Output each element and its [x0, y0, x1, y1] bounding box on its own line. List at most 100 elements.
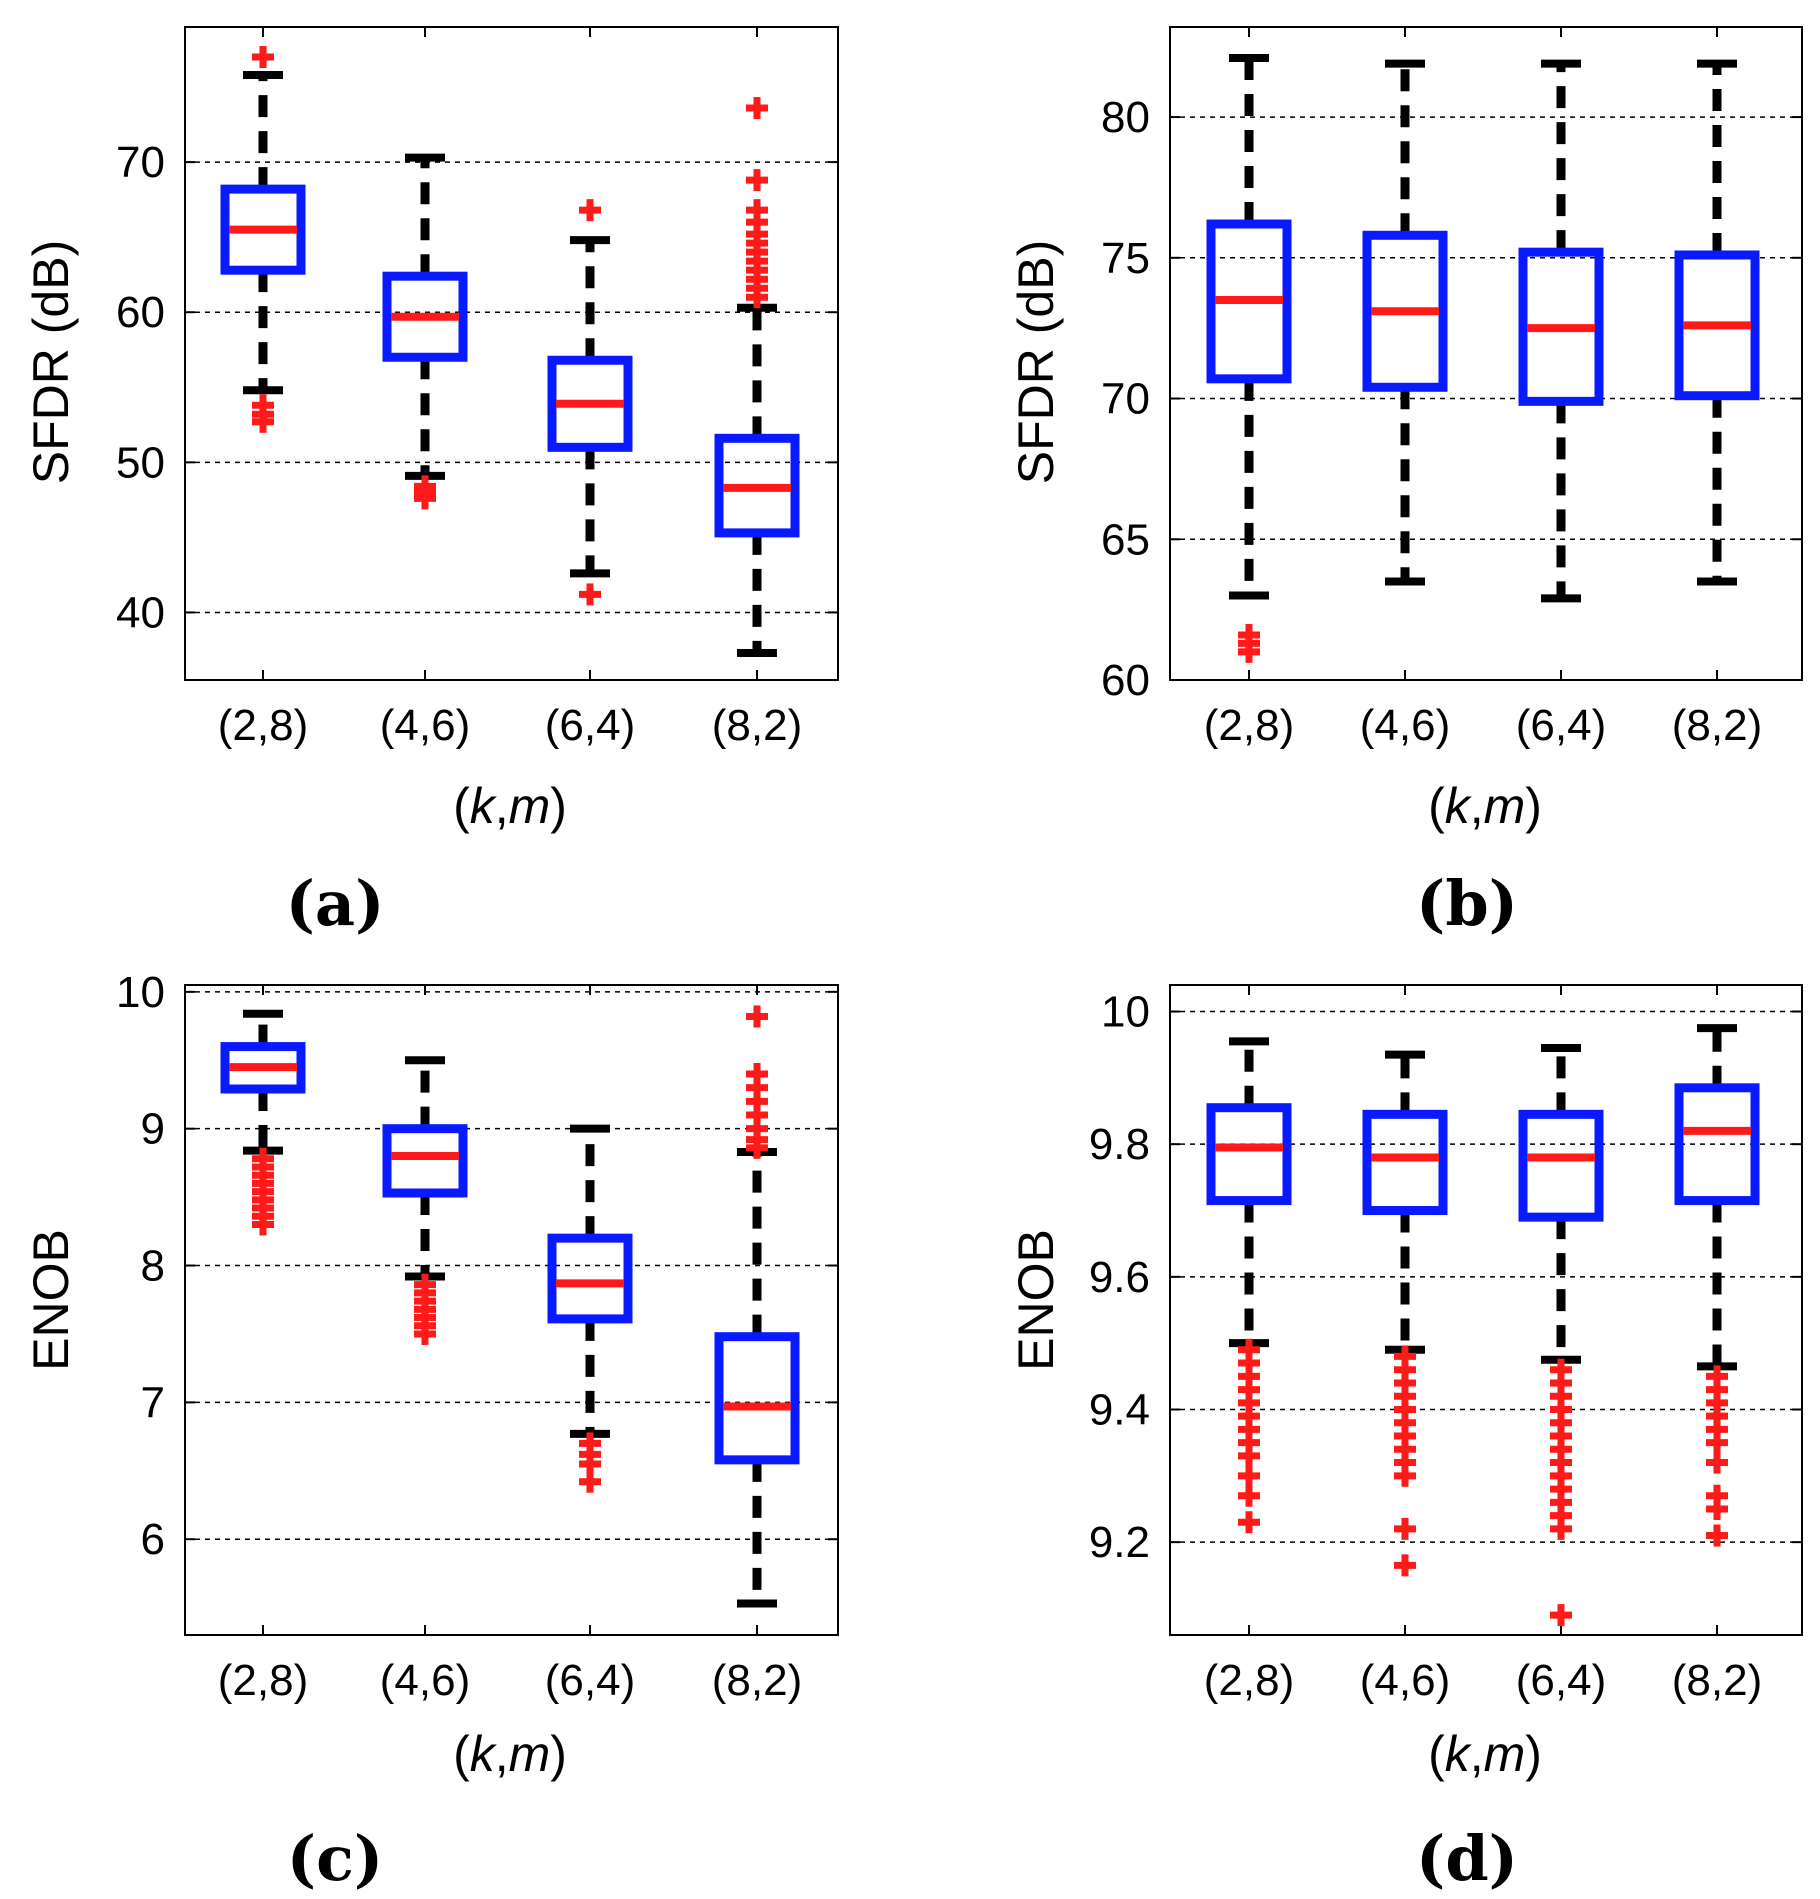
y-tick-label: 70: [1101, 375, 1150, 424]
axes-frame: [184, 26, 839, 681]
box-a-1: [382, 153, 468, 510]
y-tick-label: 10: [116, 968, 165, 1017]
panel-a-ylabel: SFDR (dB): [23, 240, 79, 484]
outlier-marker: [1706, 1524, 1728, 1547]
x-tick-label: (4,6): [1360, 701, 1450, 750]
box-d-1: [1362, 1050, 1448, 1577]
box-iqr: [547, 355, 633, 452]
box-c-1: [382, 1056, 468, 1345]
outlier-marker: [252, 1213, 274, 1236]
x-tick-label: (2,8): [218, 701, 308, 750]
box-d-2: [1518, 1044, 1604, 1627]
outlier-marker: [414, 487, 436, 510]
x-tick-label: (2,8): [1204, 701, 1294, 750]
panel-b: 60 65 70 75 80 (2,8) (4,6) (6,4) (8,2): [1101, 26, 1803, 750]
y-tick-label: 60: [1101, 656, 1150, 705]
outlier-marker: [1238, 1464, 1260, 1487]
y-tick-label: 9.8: [1089, 1120, 1150, 1169]
panel-c-xlabel: (k,m): [453, 1726, 567, 1782]
panel-d-xlabel: (k,m): [1428, 1726, 1542, 1782]
box-iqr: [1518, 1109, 1604, 1222]
box-b-1: [1362, 59, 1448, 586]
box-iqr: [220, 1042, 306, 1094]
panel-c-label: (c): [287, 1822, 383, 1895]
box-a-2: [547, 199, 633, 606]
outlier-marker: [1238, 1484, 1260, 1507]
outlier-marker: [746, 169, 768, 192]
x-tick-label: (6,4): [1516, 1656, 1606, 1705]
box-iqr: [714, 433, 800, 538]
box-b-3: [1674, 59, 1760, 586]
outlier-marker: [1238, 1511, 1260, 1534]
x-tick-label: (6,4): [545, 701, 635, 750]
panel-a-label: (a): [286, 867, 385, 940]
x-tick-label: (4,6): [1360, 1656, 1450, 1705]
y-tick-label: 80: [1101, 93, 1150, 142]
panel-b-label: (b): [1416, 867, 1518, 940]
box-c-0: [220, 1009, 306, 1236]
y-tick-label: 7: [141, 1378, 165, 1427]
y-tick-label: 75: [1101, 234, 1150, 283]
box-iqr: [547, 1233, 633, 1324]
box-d-0: [1206, 1037, 1292, 1534]
panel-b-ylabel: SFDR (dB): [1008, 240, 1064, 484]
outlier-marker: [1550, 1517, 1572, 1540]
box-c-2: [547, 1124, 633, 1493]
outlier-marker: [1550, 1604, 1572, 1627]
outlier-marker: [1394, 1464, 1416, 1487]
y-tick-label: 70: [116, 138, 165, 187]
outlier-marker: [579, 583, 601, 606]
panel-d: 9.2 9.4 9.6 9.8 10 (2,8) (4,6) (6,4) (8,2): [1089, 984, 1803, 1705]
panel-c: 6 7 8 9 10 (2,8) (4,6) (6,4) (8,2): [116, 968, 839, 1705]
box-a-3: [714, 97, 800, 657]
y-tick-label: 9.2: [1089, 1518, 1150, 1567]
panel-a: 40 50 60 70 (2,8) (4,6) (6,4) (8,2): [116, 26, 839, 750]
box-d-3: [1674, 1024, 1760, 1547]
panel-b-xlabel: (k,m): [1428, 778, 1542, 834]
outlier-marker: [746, 1005, 768, 1028]
y-tick-label: 9.6: [1089, 1253, 1150, 1302]
outlier-marker: [1238, 1444, 1260, 1467]
panel-a-xlabel: (k,m): [453, 778, 567, 834]
x-tick-label: (4,6): [380, 701, 470, 750]
panel-d-ylabel: ENOB: [1008, 1229, 1064, 1371]
x-tick-label: (4,6): [380, 1656, 470, 1705]
y-tick-label: 60: [116, 288, 165, 337]
panel-c-ylabel: ENOB: [23, 1229, 79, 1371]
box-iqr: [1362, 230, 1448, 392]
box-b-2: [1518, 59, 1604, 603]
x-tick-label: (8,2): [712, 1656, 802, 1705]
outlier-marker: [1394, 1554, 1416, 1577]
y-tick-label: 65: [1101, 515, 1150, 564]
outlier-marker: [1706, 1497, 1728, 1520]
box-iqr: [1362, 1109, 1448, 1216]
box-iqr: [1674, 250, 1760, 401]
box-c-3: [714, 1005, 800, 1608]
outlier-marker: [746, 97, 768, 120]
box-iqr: [382, 1124, 468, 1198]
outlier-marker: [579, 1470, 601, 1493]
x-tick-label: (8,2): [1672, 701, 1762, 750]
outlier-marker: [252, 410, 274, 433]
outlier-marker: [579, 199, 601, 222]
y-tick-label: 9: [141, 1105, 165, 1154]
x-tick-label: (6,4): [545, 1656, 635, 1705]
outlier-marker: [746, 286, 768, 309]
outlier-marker: [1238, 640, 1260, 663]
box-iqr: [1206, 1103, 1292, 1206]
box-iqr: [714, 1332, 800, 1465]
box-iqr: [1518, 247, 1604, 406]
y-tick-label: 8: [141, 1242, 165, 1291]
y-tick-label: 50: [116, 438, 165, 487]
axes-frame: [184, 984, 839, 1636]
y-tick-label: 6: [141, 1515, 165, 1564]
outlier-marker: [1706, 1451, 1728, 1474]
x-tick-label: (2,8): [218, 1656, 308, 1705]
x-tick-label: (8,2): [712, 701, 802, 750]
box-a-0: [220, 46, 306, 433]
x-tick-label: (6,4): [1516, 701, 1606, 750]
x-tick-label: (2,8): [1204, 1656, 1294, 1705]
y-tick-label: 9.4: [1089, 1385, 1150, 1434]
outlier-marker: [1706, 1431, 1728, 1454]
